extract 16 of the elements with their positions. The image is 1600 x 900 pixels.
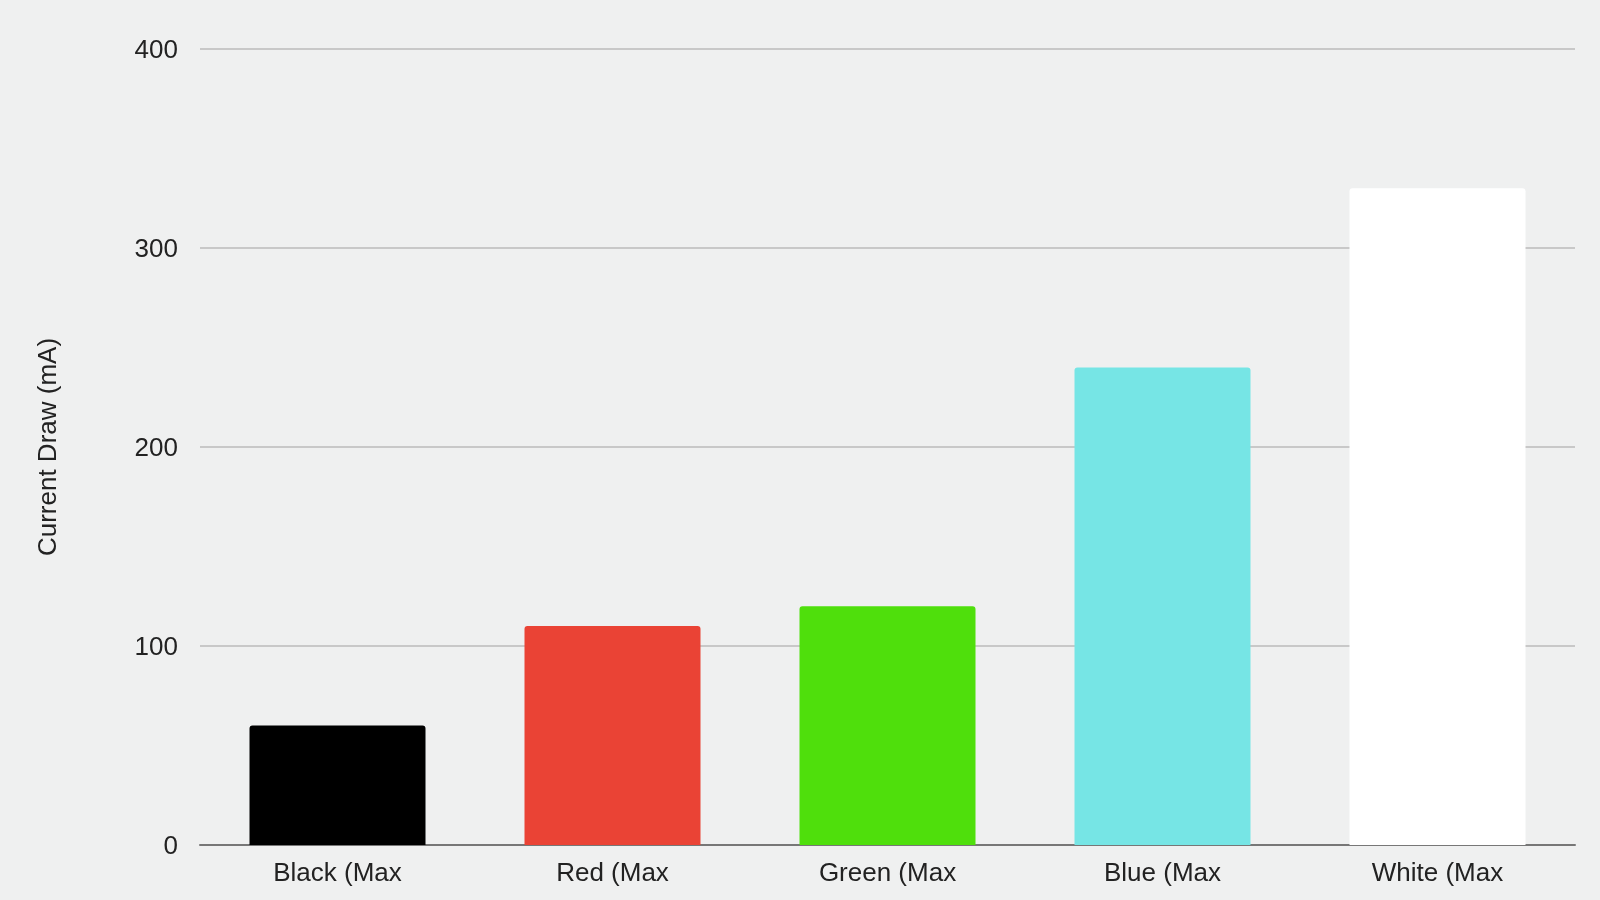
x-tick-label: White (Max (1371, 857, 1504, 887)
bar (249, 725, 426, 845)
y-tick-label: 200 (134, 432, 178, 462)
bar (1074, 367, 1251, 845)
y-tick-label: 100 (134, 631, 178, 661)
x-tick-label: Green (Max (818, 857, 957, 887)
y-tick-label: 0 (163, 830, 178, 860)
x-tick-label: Blue (Max (1103, 857, 1222, 887)
y-tick-label: 400 (134, 34, 178, 64)
x-tick-label: Black (Max (273, 857, 402, 887)
bar (799, 606, 976, 845)
x-tick-label: Red (Max (556, 857, 669, 887)
bar (524, 626, 701, 845)
y-tick-label: 300 (134, 233, 178, 263)
bar (1349, 188, 1526, 845)
y-axis-title: Current Draw (mA) (32, 337, 62, 557)
